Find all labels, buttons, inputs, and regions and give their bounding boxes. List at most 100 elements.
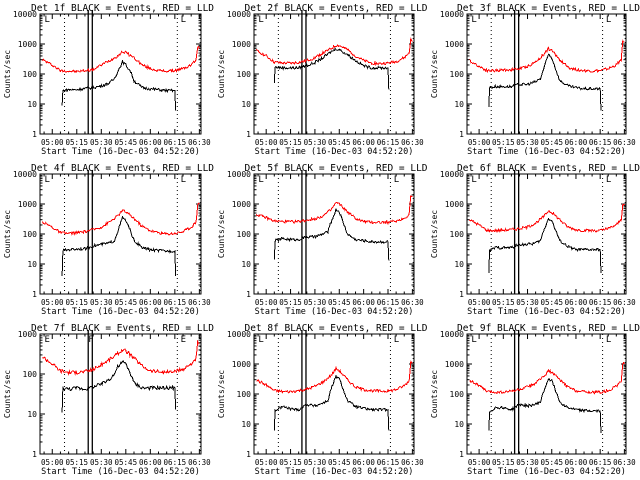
y-tick-label: 10: [454, 100, 464, 109]
interval-marker: L: [394, 15, 399, 25]
panel-title: Det 4f BLACK = Events, RED = LLD: [31, 163, 214, 174]
events-series-line: [273, 208, 390, 261]
x-tick-label: 06:15: [589, 458, 612, 467]
x-tick-label: 05:00: [41, 138, 64, 147]
y-tick-label: 10000: [13, 170, 37, 179]
x-tick-label: 06:00: [139, 138, 162, 147]
y-tick-label: 10: [241, 260, 251, 269]
x-tick-label: 06:00: [352, 298, 375, 307]
x-tick-label: 06:00: [139, 458, 162, 467]
y-tick-label: 100: [237, 230, 252, 239]
y-tick-label: 1000: [18, 330, 37, 339]
y-axis-label: Counts/sec: [3, 210, 12, 258]
x-tick-label: 06:30: [613, 298, 636, 307]
interval-marker: L: [606, 15, 611, 25]
panel-title: Det 3f BLACK = Events, RED = LLD: [457, 3, 640, 14]
interval-marker: E: [181, 335, 186, 345]
x-tick-label: 06:30: [188, 458, 211, 467]
interval-marker: L: [258, 15, 263, 25]
interval-marker: L: [181, 15, 186, 25]
x-tick-label: 05:30: [304, 298, 327, 307]
x-tick-label: 05:15: [65, 138, 88, 147]
x-tick-label: 05:15: [279, 138, 302, 147]
panel-det-3: Det 3f BLACK = Events, RED = LLD 1 10 100 10…: [430, 3, 640, 157]
y-axis-label: Counts/sec: [3, 50, 12, 98]
y-tick-label: 100: [450, 390, 465, 399]
x-tick-label: 06:15: [164, 138, 187, 147]
interval-marker: L: [606, 335, 611, 345]
x-tick-label: 06:15: [377, 458, 400, 467]
lld-series-line: [256, 359, 413, 394]
x-tick-label: 05:45: [328, 138, 351, 147]
interval-marker: L: [394, 335, 399, 345]
y-tick-label: 1000: [232, 40, 251, 49]
lld-series-line: [42, 202, 200, 236]
x-tick-label: 05:45: [540, 458, 563, 467]
x-tick-label: 06:00: [352, 138, 375, 147]
panel-det-1: Det 1f BLACK = Events, RED = LLD 1 10 100 10…: [3, 3, 214, 157]
y-tick-label: 10: [454, 260, 464, 269]
y-tick-label: 100: [237, 390, 252, 399]
y-tick-label: 10: [27, 410, 37, 419]
x-tick-label: 06:00: [565, 138, 588, 147]
x-tick-label: 06:30: [401, 138, 424, 147]
y-tick-label: 10: [454, 420, 464, 429]
x-tick-label: 05:00: [255, 138, 278, 147]
panel-det-4: Det 4f BLACK = Events, RED = LLD 1 10 100 10…: [3, 163, 214, 317]
y-axis-label: Counts/sec: [217, 370, 226, 418]
y-tick-label: 1000: [18, 200, 37, 209]
x-tick-label: 05:15: [492, 138, 515, 147]
x-tick-label: 06:15: [377, 298, 400, 307]
x-axis-label: Start Time (16-Dec-03 04:52:20): [41, 467, 200, 477]
x-axis-label: Start Time (16-Dec-03 04:52:20): [41, 147, 200, 157]
y-axis-label: Counts/sec: [430, 210, 439, 258]
interval-marker: F: [88, 335, 93, 345]
x-tick-label: 05:15: [65, 298, 88, 307]
y-tick-label: 10000: [227, 10, 251, 19]
panel-title: Det 8f BLACK = Events, RED = LLD: [244, 323, 427, 334]
x-tick-label: 05:15: [492, 298, 515, 307]
y-tick-label: 10: [241, 100, 251, 109]
y-tick-label: 100: [23, 70, 38, 79]
x-tick-label: 05:30: [90, 458, 113, 467]
events-series-line: [273, 374, 390, 431]
y-tick-label: 1: [459, 290, 464, 299]
y-tick-label: 10000: [227, 330, 251, 339]
lld-series-line: [469, 203, 625, 234]
x-tick-label: 06:15: [589, 138, 612, 147]
panel-title: Det 2f BLACK = Events, RED = LLD: [244, 3, 427, 14]
x-tick-label: 06:30: [613, 458, 636, 467]
x-tick-label: 05:45: [115, 138, 138, 147]
y-tick-label: 1: [459, 130, 464, 139]
panel-det-7: Det 7f BLACK = Events, RED = LLD 1 10 100 10…: [3, 323, 214, 477]
x-tick-label: 06:30: [188, 138, 211, 147]
y-tick-label: 10000: [440, 170, 464, 179]
x-tick-label: 06:30: [401, 458, 424, 467]
y-tick-label: 100: [23, 370, 38, 379]
x-tick-label: 05:00: [255, 458, 278, 467]
plot-frame: [39, 333, 202, 455]
x-axis-label: Start Time (16-Dec-03 04:52:20): [467, 467, 626, 477]
panel-det-5: Det 5f BLACK = Events, RED = LLD 1 10 100 10…: [217, 163, 428, 317]
y-tick-label: 1000: [445, 40, 464, 49]
y-tick-label: 1000: [445, 360, 464, 369]
x-tick-label: 06:30: [188, 298, 211, 307]
x-tick-label: 05:45: [328, 298, 351, 307]
x-tick-label: 05:00: [468, 298, 491, 307]
x-tick-label: 06:30: [401, 298, 424, 307]
y-axis-label: Counts/sec: [430, 50, 439, 98]
x-axis-label: Start Time (16-Dec-03 04:52:20): [41, 307, 200, 317]
x-tick-label: 06:00: [565, 458, 588, 467]
x-tick-label: 05:30: [516, 458, 539, 467]
y-tick-label: 100: [23, 230, 38, 239]
x-tick-label: 05:00: [468, 458, 491, 467]
events-series-line: [61, 59, 177, 111]
y-tick-label: 10000: [440, 330, 464, 339]
events-series-line: [61, 215, 177, 276]
x-tick-label: 06:00: [352, 458, 375, 467]
y-tick-label: 10: [241, 420, 251, 429]
y-tick-label: 1: [32, 290, 37, 299]
lld-series-line: [256, 36, 413, 67]
y-tick-label: 1000: [232, 360, 251, 369]
x-tick-label: 05:45: [115, 458, 138, 467]
